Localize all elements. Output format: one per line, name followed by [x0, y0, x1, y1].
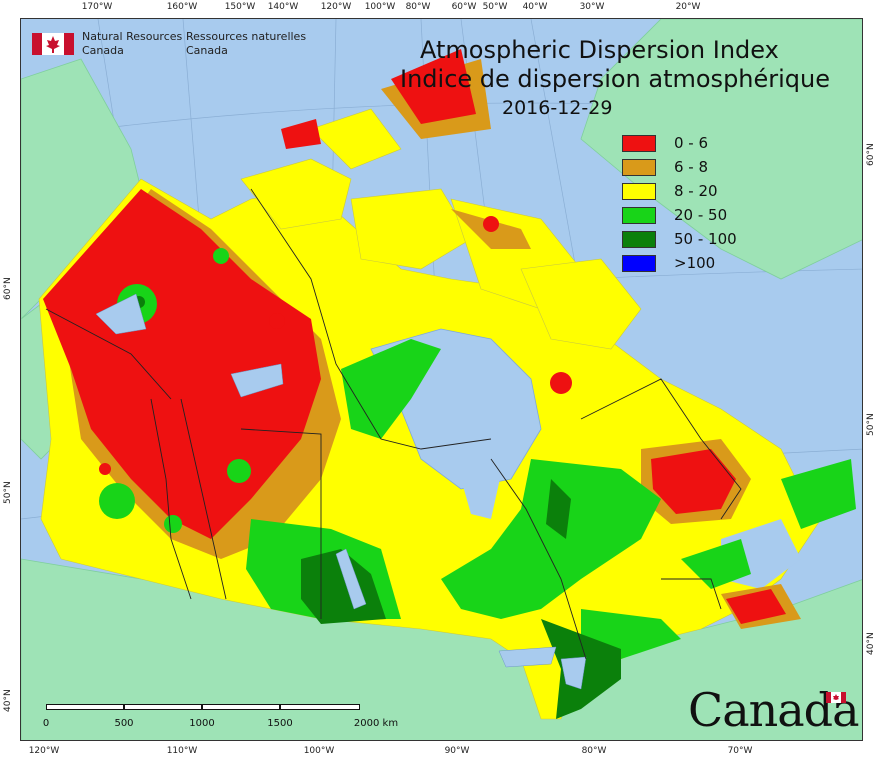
legend-swatch: [622, 135, 656, 152]
legend-swatch: [622, 159, 656, 176]
lake-winnipeg: [335, 548, 367, 610]
tick-label: 160°W: [166, 2, 198, 12]
legend-item: 6 - 8: [622, 157, 752, 177]
great-bear-lake: [95, 293, 147, 335]
agency-name-fr: Ressources naturelles Canada: [186, 30, 306, 58]
scale-segment: [280, 704, 360, 710]
legend-item: 50 - 100: [622, 229, 752, 249]
legend-label: 0 - 6: [674, 134, 709, 152]
wordmark-flag-icon: [826, 692, 846, 703]
map-date: 2016-12-29: [502, 97, 613, 119]
tick-label: 120°W: [28, 746, 60, 756]
lakes: [95, 293, 587, 690]
tick-label: 120°W: [320, 2, 352, 12]
title-english: Atmospheric Dispersion Index: [420, 36, 779, 64]
scale-segment: [202, 704, 280, 710]
tick-label: 40°W: [522, 2, 548, 12]
legend-item: 20 - 50: [622, 205, 752, 225]
arctic-island-2: [350, 188, 472, 270]
tick-label: 20°W: [675, 2, 701, 12]
agency-name-fr-line2: Canada: [186, 44, 228, 57]
tick-label: 100°W: [364, 2, 396, 12]
tick-label: 60°W: [451, 2, 477, 12]
tick-label: 50°W: [482, 2, 508, 12]
zone-0-6: [43, 49, 786, 624]
greenland: [580, 19, 862, 280]
legend-label: >100: [674, 254, 716, 272]
tick-label: 60°N: [866, 143, 876, 166]
james-bay: [461, 474, 501, 519]
tick-label: 70°W: [727, 746, 753, 756]
legend-label: 6 - 8: [674, 158, 709, 176]
ontario-quebec: [490, 458, 587, 660]
baffin: [520, 258, 642, 350]
scale-bar: 0 500 1000 1500 2000 km: [42, 704, 398, 734]
tick-label: 80°W: [581, 746, 607, 756]
tick-label: 60°N: [3, 277, 13, 300]
scale-label: 0: [42, 718, 50, 729]
scale-segment: [124, 704, 202, 710]
tick-label: 40°N: [3, 689, 13, 712]
agency-name-en: Natural Resources Canada: [82, 30, 182, 58]
tick-label: 170°W: [81, 2, 113, 12]
nwt-nunavut: [250, 188, 492, 450]
lake-superior: [498, 646, 557, 668]
sask-man: [240, 428, 322, 619]
tick-label: 100°W: [303, 746, 335, 756]
scale-label: 1000: [189, 718, 215, 729]
tick-label: 50°N: [3, 481, 13, 504]
scale-label: 500: [114, 718, 134, 729]
legend-item: 8 - 20: [622, 181, 752, 201]
tick-label: 40°N: [866, 632, 876, 655]
bc-alberta: [150, 398, 192, 600]
map-svg: [21, 19, 862, 740]
tick-label: 140°W: [267, 2, 299, 12]
great-slave-lake: [230, 363, 284, 398]
legend-swatch: [622, 255, 656, 272]
tick-label: 80°W: [405, 2, 431, 12]
lake-huron: [560, 656, 587, 690]
legend-swatch: [622, 207, 656, 224]
canada-flag-icon: [32, 33, 74, 55]
agency-name-en-line2: Canada: [82, 44, 124, 57]
yukon-nwt: [45, 308, 172, 400]
tick-label: 50°N: [866, 413, 876, 436]
legend-swatch: [622, 183, 656, 200]
alberta-sask: [180, 398, 227, 600]
arctic-island-4: [310, 108, 402, 170]
tick-label: 110°W: [166, 746, 198, 756]
tick-label: 90°W: [444, 746, 470, 756]
legend-item: 0 - 6: [622, 133, 752, 153]
scale-label: 2000 km: [353, 718, 399, 729]
tick-label: 150°W: [224, 2, 256, 12]
scale-segment: [46, 704, 124, 710]
scale-label: 1500: [267, 718, 293, 729]
quebec-labrador: [580, 378, 742, 520]
map-canvas[interactable]: [20, 18, 863, 741]
province-boundaries: [45, 188, 742, 660]
tick-label: 30°W: [579, 2, 605, 12]
agency-name-fr-line1: Ressources naturelles: [186, 30, 307, 43]
legend-label: 8 - 20: [674, 182, 718, 200]
legend-item: >100: [622, 253, 752, 273]
legend-label: 20 - 50: [674, 206, 728, 224]
quebec-nb: [661, 578, 722, 610]
arctic-island-1: [240, 158, 352, 230]
title-french: Indice de dispersion atmosphérique: [400, 65, 831, 93]
legend-label: 50 - 100: [674, 230, 737, 248]
map-title: Atmospheric Dispersion Index Indice de d…: [400, 36, 870, 94]
legend-swatch: [622, 231, 656, 248]
agency-name-en-line1: Natural Resources: [82, 30, 183, 43]
